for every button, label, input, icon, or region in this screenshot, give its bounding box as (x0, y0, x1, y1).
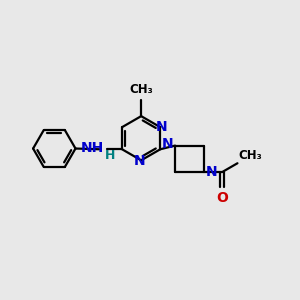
Text: CH₃: CH₃ (238, 149, 262, 162)
Text: N: N (134, 154, 146, 168)
Text: H: H (105, 149, 116, 162)
Text: N: N (206, 165, 218, 179)
Text: O: O (216, 191, 228, 205)
Text: NH: NH (81, 141, 104, 155)
Text: CH₃: CH₃ (129, 83, 153, 96)
Text: N: N (156, 120, 167, 134)
Text: N: N (162, 137, 174, 152)
